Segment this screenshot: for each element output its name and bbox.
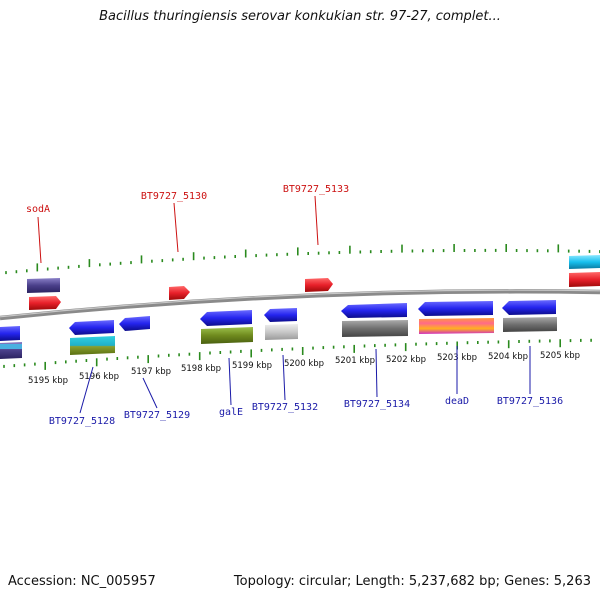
scale-label: 5200 kbp xyxy=(284,359,324,369)
gene-BT9727-5136[interactable] xyxy=(502,300,556,315)
gene-sodA[interactable] xyxy=(29,296,61,310)
gene-label-sodA[interactable]: sodA xyxy=(26,204,50,215)
gene-BT9727-5129[interactable] xyxy=(119,316,150,331)
gene-BT9727-5128[interactable] xyxy=(69,320,114,335)
accession-label: Accession: NC_005957 xyxy=(8,574,156,589)
scale-label: 5202 kbp xyxy=(386,355,426,365)
gene-BT9727-5132[interactable] xyxy=(264,308,297,322)
gene-BT9727-5134-alt[interactable] xyxy=(342,320,408,337)
gene-label-BT9727-5128[interactable]: BT9727_5128 xyxy=(49,416,115,427)
gene-label-BT9727-5134[interactable]: BT9727_5134 xyxy=(344,399,410,410)
scale-ticks-reverse xyxy=(3,338,592,370)
gene-label-galE[interactable]: galE xyxy=(219,407,243,418)
label-connectors xyxy=(37,195,531,414)
gene-BT9727-5133[interactable] xyxy=(305,278,333,292)
gene-BT9727-5130[interactable] xyxy=(169,286,190,300)
connector-BT9727-5128 xyxy=(79,366,94,414)
connector-BT9727-5129 xyxy=(142,377,158,409)
scale-label: 5198 kbp xyxy=(181,364,221,374)
gene-BT9727-5128-alt[interactable] xyxy=(70,336,115,355)
map-title: Bacillus thuringiensis serovar konkukian… xyxy=(99,9,501,24)
scale-label: 5197 kbp xyxy=(131,367,171,377)
gene-cyan-left-stripe[interactable] xyxy=(0,344,22,349)
gene-label-BT9727-5133[interactable]: BT9727_5133 xyxy=(283,184,349,195)
scale-label: 5199 kbp xyxy=(232,361,272,371)
gene-red-right[interactable] xyxy=(569,272,600,287)
genome-summary: Topology: circular; Length: 5,237,682 bp… xyxy=(233,574,591,589)
scale-ticks-forward xyxy=(5,244,600,275)
gene-galE[interactable] xyxy=(200,310,252,326)
connector-galE xyxy=(228,357,232,406)
connector-BT9727-5134 xyxy=(375,348,378,398)
gene-label-BT9727-5129[interactable]: BT9727_5129 xyxy=(124,410,190,421)
scale-label: 5196 kbp xyxy=(79,372,119,382)
gene-label-BT9727-5136[interactable]: BT9727_5136 xyxy=(497,396,563,407)
connector-BT9727-5133 xyxy=(314,195,319,246)
forward-genes xyxy=(27,255,600,310)
gene-blue-left[interactable] xyxy=(0,326,20,341)
gene-BT9727-5136-alt[interactable] xyxy=(503,317,557,332)
connector-BT9727-5130 xyxy=(173,202,179,253)
gene-BT9727-5134[interactable] xyxy=(341,303,407,318)
genome-backbone xyxy=(0,289,600,321)
scale-labels: 5195 kbp 5196 kbp 5197 kbp 5198 kbp 5199 kbp… xyxy=(28,351,580,386)
gene-cyan-right[interactable] xyxy=(569,255,600,269)
gene-label-BT9727-5132[interactable]: BT9727_5132 xyxy=(252,402,318,413)
scale-label: 5204 kbp xyxy=(488,352,528,362)
scale-label: 5201 kbp xyxy=(335,356,375,366)
gene-galE-alt[interactable] xyxy=(201,327,253,344)
connector-BT9727-5132 xyxy=(282,354,286,401)
genome-backbone-highlight xyxy=(0,289,600,318)
gene-BT9727-5132-alt[interactable] xyxy=(265,324,298,340)
gene-label-BT9727-5130[interactable]: BT9727_5130 xyxy=(141,191,207,202)
reverse-genes xyxy=(0,300,557,359)
gene-deaD-alt[interactable] xyxy=(419,318,494,334)
gene-labels: sodA BT9727_5130 BT9727_5133 BT9727_5128… xyxy=(26,184,563,427)
gene-label-deaD[interactable]: deaD xyxy=(445,396,469,407)
scale-label: 5205 kbp xyxy=(540,351,580,361)
gene-slate-1[interactable] xyxy=(27,278,60,293)
scale-label: 5195 kbp xyxy=(28,376,68,386)
gene-deaD[interactable] xyxy=(418,301,493,316)
connector-sodA xyxy=(37,216,42,264)
